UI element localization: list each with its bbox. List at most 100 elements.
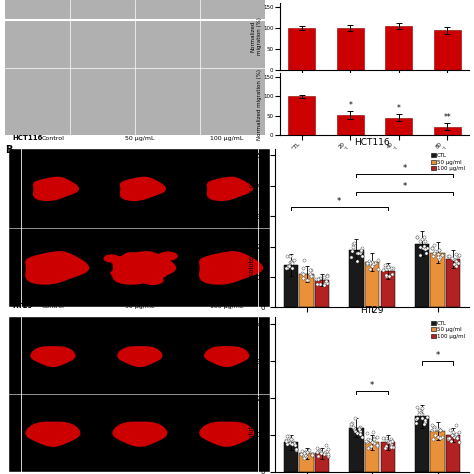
Point [374,433,381,440]
Point [323,272,331,280]
Point [365,257,373,264]
Bar [434,127,461,135]
Point [364,444,372,452]
Title: HCT116: HCT116 [354,138,390,147]
Point [289,440,296,448]
Point [453,433,461,441]
Y-axis label: Absolute number of invasive cells: Absolute number of invasive cells [249,338,255,451]
Bar [337,28,364,70]
Point [291,256,298,264]
Point [434,250,442,258]
Point [323,271,331,279]
Point [324,452,331,460]
Point [285,263,293,270]
Point [358,252,365,259]
Point [432,431,439,438]
Polygon shape [128,270,144,276]
Point [303,276,311,284]
Point [323,279,331,286]
Point [428,426,436,434]
Point [351,239,358,247]
Point [307,271,314,278]
Point [452,263,460,270]
Point [317,280,324,287]
Bar [381,442,395,472]
Point [324,445,332,453]
Bar [430,253,445,308]
Point [383,272,390,280]
Point [420,234,428,241]
Point [356,427,364,434]
Polygon shape [118,347,162,366]
Point [389,444,396,451]
Point [382,445,389,452]
Point [447,427,454,434]
Point [301,448,308,456]
Point [379,434,387,442]
Point [298,447,306,454]
Point [417,410,425,418]
Point [383,434,390,442]
Point [415,410,422,418]
Point [314,275,322,283]
Point [388,440,395,448]
Point [418,415,426,422]
Bar [315,453,329,472]
Point [420,242,428,250]
Point [384,263,392,271]
Point [365,436,372,443]
Bar [415,244,429,308]
Point [370,439,378,447]
Point [430,426,438,434]
Point [314,275,321,283]
Point [432,247,439,255]
Point [435,246,443,254]
Point [445,253,452,260]
Point [368,262,376,269]
Point [381,262,389,269]
Point [285,432,293,440]
Point [449,431,456,438]
Point [287,258,295,265]
Point [430,423,438,431]
X-axis label: Time points: Time points [350,325,394,334]
Point [435,246,443,254]
Polygon shape [119,274,136,282]
Point [422,250,430,257]
Bar [349,250,364,308]
Text: *: * [348,101,352,110]
Polygon shape [132,258,142,263]
Text: Control: Control [42,137,64,141]
Point [384,437,392,445]
Point [444,434,451,442]
Point [347,420,355,428]
Point [289,260,296,267]
Point [416,243,424,250]
Point [421,417,429,424]
Text: 50 µg/mL: 50 µg/mL [125,304,155,309]
Point [446,434,453,441]
Point [436,427,443,434]
Point [368,262,376,270]
Point [412,419,420,427]
Point [366,259,374,267]
Point [313,281,321,288]
Point [287,252,294,259]
Point [321,448,328,456]
Point [455,252,462,259]
Point [435,255,442,263]
Point [367,442,374,450]
Point [356,423,364,430]
Text: N=13: N=13 [449,336,469,342]
Text: 50 µg/mL: 50 µg/mL [125,137,155,141]
Text: *: * [403,182,407,191]
Point [353,429,361,437]
Point [301,448,309,456]
Text: B.: B. [5,145,16,155]
Point [356,430,364,438]
Point [437,426,444,434]
Point [423,413,430,421]
Point [315,447,322,454]
Point [306,272,313,279]
Point [350,424,357,431]
